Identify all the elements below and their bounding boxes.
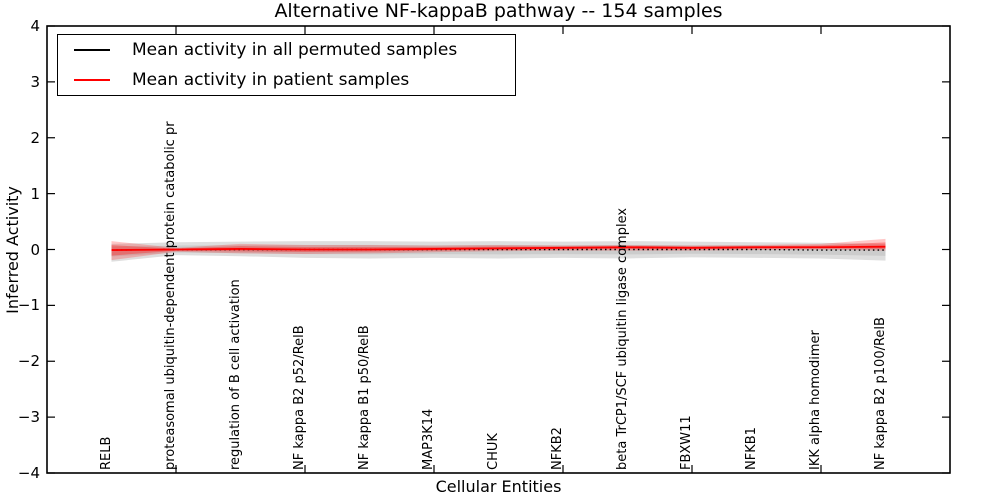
- x-tick-label: CHUK: [485, 433, 501, 470]
- x-tick-label: RELB: [98, 436, 114, 470]
- y-tick-label: −3: [17, 408, 40, 427]
- x-tick-label: NFKB2: [550, 427, 565, 470]
- x-tick-label: NF kappa B2 p100/RelB: [872, 317, 888, 470]
- x-tick-label: FBXW11: [679, 415, 694, 470]
- y-tick-label: −2: [17, 352, 40, 371]
- legend-entry-patient: Mean activity in patient samples: [58, 66, 515, 94]
- x-tick-label: proteasomal ubiquitin-dependent protein …: [163, 121, 178, 470]
- y-tick-label: −4: [17, 464, 40, 482]
- y-tick-label: 2: [30, 128, 40, 147]
- x-tick-label: regulation of B cell activation: [227, 279, 243, 470]
- x-tick-label: NF kappa B1 p50/RelB: [356, 325, 372, 470]
- patient-mean-line: [111, 245, 886, 251]
- x-tick-label: NFKB1: [743, 427, 759, 470]
- chart-title: Alternative NF-kappaB pathway -- 154 sam…: [274, 0, 723, 22]
- y-tick-label: −1: [17, 296, 40, 315]
- legend: Mean activity in all permuted samples Me…: [57, 34, 516, 96]
- patient-samples-range-outer: [111, 238, 886, 261]
- legend-label: Mean activity in all permuted samples: [132, 40, 458, 61]
- y-tick-label: 3: [30, 72, 40, 91]
- y-tick-label: 4: [30, 17, 40, 35]
- legend-line-sample-red: [74, 78, 110, 81]
- permuted-mean-line: [111, 248, 886, 251]
- permuted-samples-range-outer: [111, 241, 886, 262]
- x-tick-label: MAP3K14: [421, 408, 436, 470]
- x-tick-label: IKK alpha homodimer: [808, 330, 823, 470]
- legend-line-sample-black: [74, 49, 110, 52]
- legend-label: Mean activity in patient samples: [132, 69, 410, 90]
- y-tick-label: 0: [30, 240, 40, 259]
- x-tick-label: NF kappa B2 p52/RelB: [292, 325, 307, 470]
- legend-entry-permuted: Mean activity in all permuted samples: [58, 36, 515, 64]
- y-tick-label: 1: [30, 184, 40, 203]
- x-axis-label: Cellular Entities: [435, 477, 562, 496]
- x-tick-label: beta TrCP1/SCF ubiquitin ligase complex: [614, 207, 630, 470]
